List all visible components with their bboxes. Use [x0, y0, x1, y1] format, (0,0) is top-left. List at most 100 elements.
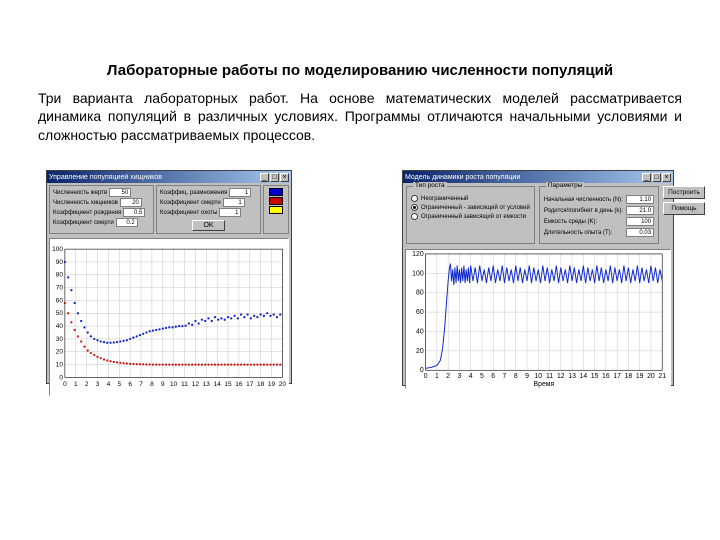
- svg-text:13: 13: [568, 374, 576, 381]
- svg-text:120: 120: [412, 251, 424, 258]
- radio-icon: [411, 195, 418, 202]
- svg-text:80: 80: [56, 272, 64, 279]
- page-title: Лабораторные работы по моделированию чис…: [38, 62, 682, 79]
- svg-text:60: 60: [416, 309, 424, 316]
- param-row: Длительность опыта (T): 0.03: [544, 228, 654, 237]
- growth-type-radio[interactable]: Ограниченный зависящий от емкости: [411, 213, 530, 220]
- svg-text:0: 0: [420, 368, 424, 375]
- color-swatch[interactable]: [269, 188, 283, 196]
- svg-text:4: 4: [469, 374, 473, 381]
- svg-text:40: 40: [416, 329, 424, 336]
- color-swatch[interactable]: [269, 197, 283, 205]
- param-input[interactable]: 0.03: [626, 228, 654, 237]
- param-input[interactable]: 50: [109, 188, 131, 197]
- param-input[interactable]: 0.5: [123, 208, 145, 217]
- left-controls: Численность жертв 50Численность хищников…: [47, 183, 291, 236]
- param-label: Емкость среды (K):: [544, 219, 623, 225]
- color-swatch[interactable]: [269, 206, 283, 214]
- svg-text:20: 20: [279, 381, 287, 388]
- param-input[interactable]: 1.10: [626, 195, 654, 204]
- svg-text:20: 20: [647, 374, 655, 381]
- svg-text:16: 16: [602, 374, 610, 381]
- svg-text:11: 11: [181, 381, 188, 388]
- param-input[interactable]: 1: [219, 208, 241, 217]
- param-input[interactable]: 20: [120, 198, 142, 207]
- svg-text:17: 17: [246, 381, 254, 388]
- param-label: Родится/погибнет в день (k):: [544, 208, 623, 214]
- param-row: Емкость среды (K): 100: [544, 217, 654, 226]
- svg-text:80: 80: [416, 290, 424, 297]
- param-input[interactable]: 1: [229, 188, 251, 197]
- close-icon[interactable]: ×: [280, 173, 289, 182]
- params-group: Параметры Начальная численность (N): 1.1…: [539, 186, 659, 244]
- svg-text:100: 100: [412, 271, 424, 278]
- param-input[interactable]: 1: [223, 198, 245, 207]
- svg-text:2: 2: [85, 381, 89, 388]
- growth-type-legend: Тип роста: [413, 182, 447, 189]
- help-button[interactable]: Помощь: [663, 202, 705, 215]
- left-controls-col3: [263, 185, 289, 234]
- svg-text:14: 14: [214, 381, 222, 388]
- svg-text:6: 6: [128, 381, 132, 388]
- svg-text:7: 7: [503, 374, 507, 381]
- param-label: Коэффиц. размножения: [160, 190, 227, 196]
- svg-text:0: 0: [424, 374, 428, 381]
- right-chart: 0123456789101112131415161718192021020406…: [405, 249, 671, 389]
- minimize-icon[interactable]: _: [642, 173, 651, 182]
- radio-icon: [411, 213, 418, 220]
- svg-text:8: 8: [150, 381, 154, 388]
- radio-icon: [411, 204, 418, 211]
- svg-text:19: 19: [268, 381, 276, 388]
- growth-type-radio[interactable]: Ограниченный - зависящий от условий: [411, 204, 530, 211]
- svg-text:12: 12: [557, 374, 565, 381]
- svg-text:11: 11: [546, 374, 553, 381]
- param-row: Родится/погибнет в день (k): 21.0: [544, 206, 654, 215]
- maximize-icon[interactable]: □: [652, 173, 661, 182]
- growth-type-radio[interactable]: Неограниченный: [411, 195, 530, 202]
- svg-text:12: 12: [192, 381, 200, 388]
- param-input[interactable]: 0.2: [116, 218, 138, 227]
- radio-label: Неограниченный: [421, 196, 468, 202]
- build-button[interactable]: Построить: [663, 186, 705, 199]
- svg-text:16: 16: [235, 381, 243, 388]
- svg-text:3: 3: [458, 374, 462, 381]
- svg-text:13: 13: [203, 381, 211, 388]
- params-legend: Параметры: [546, 182, 585, 189]
- svg-text:10: 10: [56, 362, 64, 369]
- param-input[interactable]: 21.0: [626, 206, 654, 215]
- ok-button[interactable]: OK: [192, 220, 224, 231]
- maximize-icon[interactable]: □: [270, 173, 279, 182]
- left-chart: 0123456789101112131415161718192001020304…: [49, 238, 289, 396]
- svg-text:19: 19: [636, 374, 644, 381]
- svg-text:17: 17: [613, 374, 621, 381]
- minimize-icon[interactable]: _: [260, 173, 269, 182]
- left-param-row: Коэффициент смерти 1: [160, 198, 257, 207]
- svg-text:60: 60: [56, 298, 64, 305]
- svg-text:21: 21: [658, 374, 666, 381]
- svg-text:40: 40: [56, 323, 64, 330]
- close-icon[interactable]: ×: [662, 173, 671, 182]
- svg-text:20: 20: [56, 349, 64, 356]
- left-controls-col1: Численность жертв 50Численность хищников…: [49, 185, 154, 234]
- growth-type-group: Тип роста Неограниченный Ограниченный - …: [406, 186, 535, 244]
- left-titlebar: Управление популяцией хищников _ □ ×: [47, 171, 291, 183]
- left-controls-col2: Коэффиц. размножения 1Коэффициент смерти…: [156, 185, 261, 234]
- svg-text:Время: Время: [534, 381, 555, 388]
- left-app-window: Управление популяцией хищников _ □ × Чис…: [46, 170, 292, 384]
- param-input[interactable]: 100: [626, 217, 654, 226]
- svg-text:18: 18: [625, 374, 633, 381]
- svg-text:5: 5: [117, 381, 121, 388]
- left-param-row: Коэффиц. размножения 1: [160, 188, 257, 197]
- svg-text:9: 9: [161, 381, 165, 388]
- left-param-row: Коэффициент смерти 0.2: [53, 218, 150, 227]
- left-chart-svg: 0123456789101112131415161718192001020304…: [50, 239, 288, 395]
- right-controls: Тип роста Неограниченный Ограниченный - …: [403, 183, 673, 247]
- param-label: Коэффициент охоты: [160, 210, 217, 216]
- param-label: Численность хищников: [53, 200, 118, 206]
- left-param-row: Численность хищников 20: [53, 198, 150, 207]
- param-label: Длительность опыта (T):: [544, 230, 623, 236]
- svg-text:15: 15: [224, 381, 232, 388]
- svg-text:18: 18: [257, 381, 265, 388]
- svg-text:7: 7: [139, 381, 143, 388]
- right-app-window: Модель динамики роста популяции _ □ × Ти…: [402, 170, 674, 386]
